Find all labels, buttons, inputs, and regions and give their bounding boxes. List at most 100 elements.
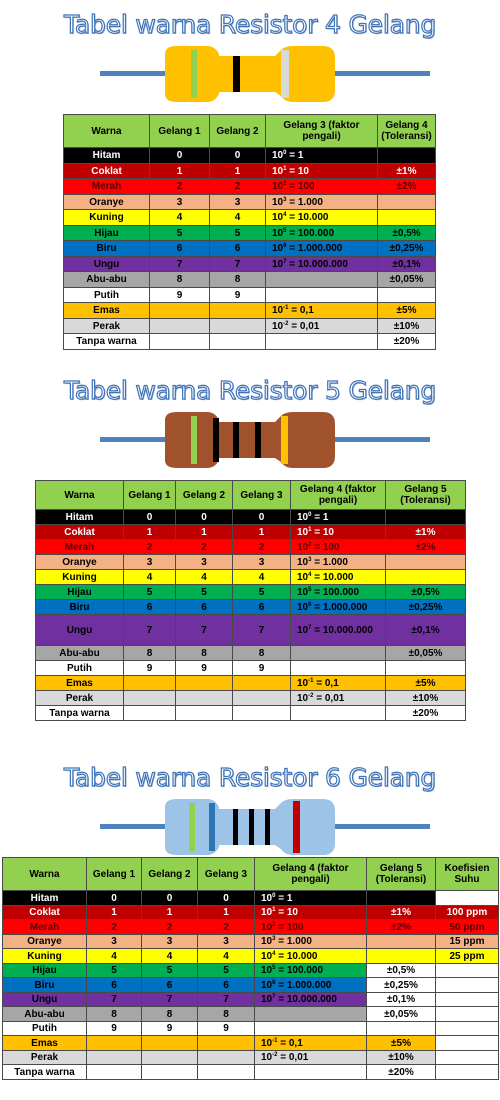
- cell-toleransi: ±20%: [385, 705, 466, 721]
- cell-toleransi: [385, 569, 466, 585]
- cell-gelang-3: 0: [197, 890, 255, 906]
- cell-warna: Tanpa warna: [2, 1064, 87, 1080]
- cell-gelang-3: 9: [197, 1021, 255, 1036]
- mult-value: = 0,01: [288, 320, 320, 332]
- cell-gelang-3: 3: [232, 554, 291, 570]
- cell-gelang-2: 5: [209, 225, 266, 241]
- table-row-biru: Biru 6 6 6 106 = 1.000.000 ±0,25%: [35, 599, 466, 615]
- header-gelang-1: Gelang 1: [149, 114, 210, 148]
- cell-faktor-pengali: 107 = 10.000.000: [265, 256, 378, 272]
- cell-faktor-pengali: 102 = 100: [265, 178, 378, 195]
- cell-gelang-1: 3: [86, 934, 142, 949]
- mult-exponent: 2: [272, 921, 276, 928]
- cell-koefisien-suhu: [435, 1064, 499, 1080]
- section-title-6-band: Tabel warna Resistor 6 Gelang: [63, 762, 437, 792]
- mult-base: 10: [261, 994, 273, 1005]
- cell-gelang-3: 4: [232, 569, 291, 585]
- cell-gelang-1: [123, 690, 176, 706]
- cell-toleransi: ±5%: [366, 1035, 436, 1051]
- cell-gelang-2: 6: [175, 599, 233, 615]
- cell-warna: Biru: [63, 240, 150, 257]
- cell-warna: Perak: [35, 690, 124, 706]
- cell-gelang-3: 7: [232, 614, 291, 646]
- cell-gelang-1: 8: [123, 645, 176, 661]
- cell-gelang-1: 1: [86, 905, 142, 920]
- cell-gelang-3: [197, 1064, 255, 1080]
- mult-value: = 100: [275, 921, 304, 933]
- cell-gelang-2: 7: [141, 992, 198, 1007]
- header-warna: Warna: [35, 480, 124, 510]
- cell-faktor-pengali: 105 = 100.000: [290, 584, 386, 600]
- cell-toleransi: ±0,1%: [385, 614, 466, 646]
- header-gelang-1: Gelang 1: [86, 857, 142, 891]
- table-row-abu-abu: Abu-abu 8 8 8 ±0,05%: [2, 1006, 499, 1022]
- cell-faktor-pengali: 10-2 = 0,01: [254, 1050, 367, 1065]
- cell-warna: Emas: [2, 1035, 87, 1051]
- cell-warna: Oranye: [35, 554, 124, 570]
- cell-warna: Abu-abu: [63, 271, 150, 288]
- cell-warna: Hijau: [63, 225, 150, 241]
- cell-toleransi: ±0,5%: [366, 963, 436, 978]
- band-1: [191, 50, 197, 98]
- band-5: [281, 416, 288, 464]
- cell-gelang-1: 6: [86, 977, 142, 993]
- cell-faktor-pengali: 105 = 100.000: [254, 963, 367, 978]
- cell-gelang-2: 3: [175, 554, 233, 570]
- cell-gelang-2: [175, 675, 233, 691]
- cell-gelang-3: 7: [197, 992, 255, 1007]
- cell-faktor-pengali: [254, 1064, 367, 1080]
- resistor-body: [165, 46, 335, 102]
- cell-gelang-2: [209, 302, 266, 319]
- table-6-band: Warna Gelang 1 Gelang 2 Gelang 3 Gelang …: [2, 857, 499, 1080]
- cell-gelang-3: 1: [197, 905, 255, 920]
- mult-exponent: 0: [283, 150, 287, 156]
- table-row-putih: Putih 9 9 9: [2, 1021, 499, 1036]
- cell-toleransi: ±0,1%: [366, 992, 436, 1007]
- mult-exponent: 0: [272, 892, 276, 899]
- cell-faktor-pengali: 10-1 = 0,1: [265, 302, 378, 319]
- cell-koefisien-suhu: 15 ppm: [435, 934, 499, 949]
- mult-value: = 0,01: [277, 1052, 309, 1063]
- cell-faktor-pengali: 101 = 10: [265, 163, 378, 179]
- mult-base: 10: [261, 892, 273, 904]
- cell-gelang-1: 0: [86, 890, 142, 906]
- cell-warna: Merah: [63, 178, 150, 195]
- cell-toleransi: ±10%: [385, 690, 466, 706]
- cell-gelang-1: 1: [149, 163, 210, 179]
- mult-exponent: 3: [272, 936, 276, 942]
- table-row-merah: Merah 2 2 2 102 = 100 ±2% 50 ppm: [2, 919, 499, 935]
- cell-gelang-1: 9: [123, 660, 176, 676]
- cell-faktor-pengali: [265, 287, 378, 303]
- table-header-row: Warna Gelang 1 Gelang 2 Gelang 3 (faktor…: [63, 114, 436, 148]
- cell-gelang-1: 7: [123, 614, 176, 646]
- cell-warna: Kuning: [63, 209, 150, 226]
- cell-gelang-1: 1: [123, 524, 176, 540]
- cell-warna: Hitam: [35, 509, 124, 525]
- cell-gelang-2: 9: [209, 287, 266, 303]
- cell-toleransi: ±0,25%: [366, 977, 436, 993]
- mult-base: 10: [261, 965, 273, 976]
- cell-gelang-1: 5: [149, 225, 210, 241]
- cell-toleransi: ±2%: [366, 919, 436, 935]
- cell-gelang-3: 9: [232, 660, 291, 676]
- cell-gelang-2: 4: [209, 209, 266, 226]
- mult-base: 10: [272, 305, 284, 316]
- table-row-abu-abu: Abu-abu 8 8 ±0,05%: [63, 271, 436, 288]
- band-5: [265, 809, 270, 845]
- cell-gelang-2: 8: [141, 1006, 198, 1022]
- cell-gelang-3: 0: [232, 509, 291, 525]
- cell-warna: Abu-abu: [35, 645, 124, 661]
- cell-warna: Perak: [63, 318, 150, 334]
- cell-gelang-1: 2: [86, 919, 142, 935]
- cell-gelang-1: 2: [149, 178, 210, 195]
- table-row-hitam: Hitam 0 0 100 = 1: [63, 147, 436, 164]
- header-warna: Warna: [63, 114, 150, 148]
- cell-gelang-1: [86, 1050, 142, 1065]
- cell-gelang-3: 2: [197, 919, 255, 935]
- table-row-tanpa-warna: Tanpa warna ±20%: [63, 333, 436, 350]
- cell-gelang-1: 4: [149, 209, 210, 226]
- cell-warna: Hitam: [63, 147, 150, 164]
- resistor-4-band-image: [100, 46, 430, 102]
- mult-exponent: 1: [272, 907, 276, 913]
- table-5-band: Warna Gelang 1 Gelang 2 Gelang 3 Gelang …: [35, 480, 466, 721]
